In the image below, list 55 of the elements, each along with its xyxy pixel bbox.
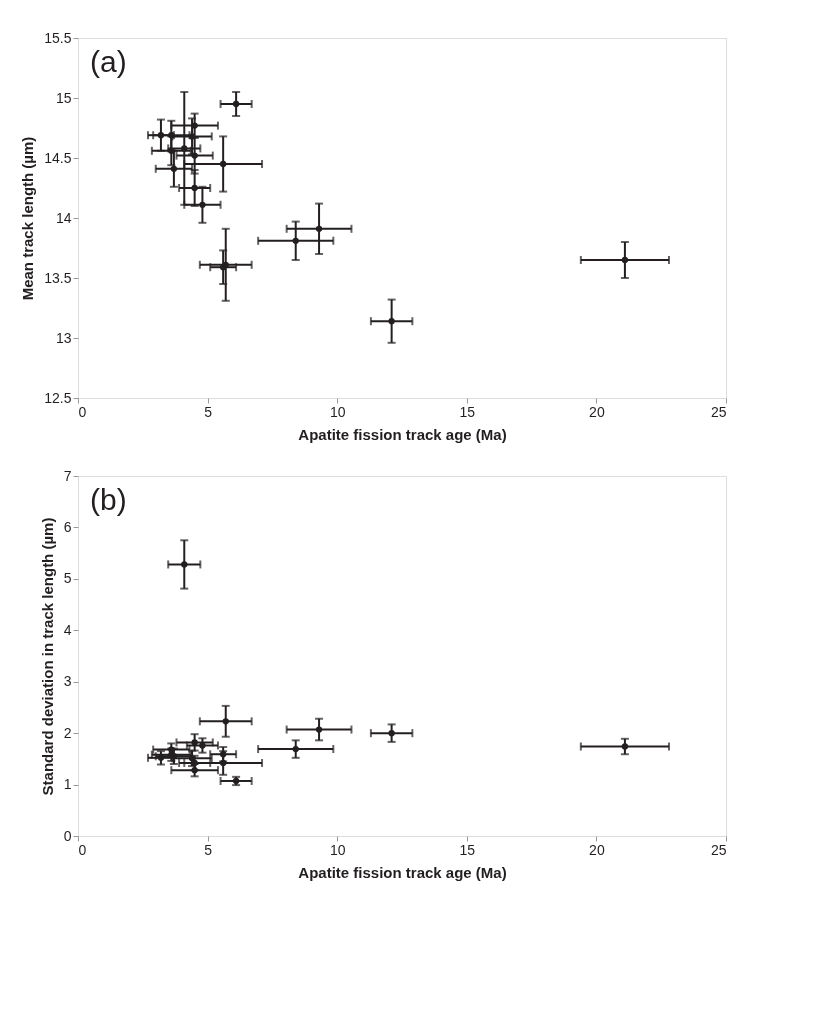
x-axis-title: Apatite fission track age (Ma) [298,863,507,881]
point [170,165,178,172]
x-tick-label: 15 [459,403,476,420]
y-tick-label: 14.5 [44,149,72,166]
y-tick-label: 15 [55,89,72,106]
x-tick-label: 0 [78,841,87,858]
y-tick-label: 5 [63,570,72,587]
y-tick-label: 2 [63,724,72,741]
x-tick-label: 25 [710,841,727,858]
point [181,145,188,152]
point [315,225,323,232]
point [292,237,299,244]
y-tick-label: 14 [55,209,72,226]
annotation: (a) [90,45,127,78]
x-tick-label: 15 [459,841,476,858]
point [219,759,227,767]
y-tick-label: 15.5 [44,29,72,46]
y-tick-label: 13.5 [44,269,72,286]
point [157,754,165,761]
x-tick-label: 10 [329,403,346,420]
point [219,751,227,758]
y-tick-label: 3 [63,673,72,690]
y-tick-label: 6 [63,518,72,535]
y-tick-label: 0 [63,827,72,844]
point [388,729,395,737]
point [219,160,227,168]
y-tick-label: 12.5 [44,389,72,406]
x-axis-title: Apatite fission track age (Ma) [298,425,507,443]
point [191,184,198,192]
y-axis-title: Mean track length (µm) [19,136,37,301]
point [181,561,188,568]
y-axis-title: Standard deviation in track length (µm) [38,517,56,796]
y-tick-label: 1 [63,776,72,793]
point [199,742,206,749]
x-tick-label: 10 [329,841,346,858]
x-tick-label: 25 [710,403,727,420]
x-tick-label: 5 [204,403,213,420]
annotation: (b) [90,483,127,516]
point [621,743,629,750]
point [388,318,395,325]
point [292,745,299,753]
point [315,726,323,733]
y-tick-label: 13 [55,329,72,346]
x-tick-label: 20 [589,403,605,420]
x-tick-label: 5 [204,841,213,858]
x-tick-label: 0 [78,403,87,420]
point [191,739,198,746]
x-tick-label: 20 [589,841,605,858]
y-tick-label: 7 [63,467,72,484]
point [232,100,240,108]
point [199,201,206,208]
y-tick-label: 4 [63,621,72,638]
point [621,256,629,264]
point [222,718,229,725]
point [157,132,165,139]
